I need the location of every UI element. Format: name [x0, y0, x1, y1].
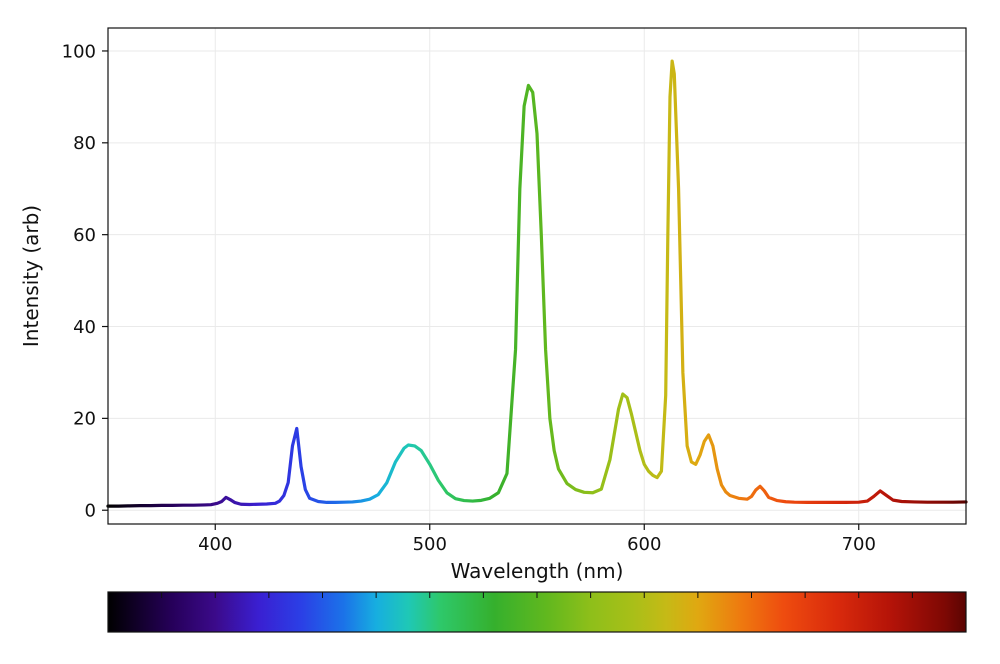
ytick-label: 40 — [73, 317, 96, 338]
plot-area — [108, 28, 966, 524]
xtick-label: 500 — [413, 534, 447, 555]
ytick-label: 100 — [62, 41, 96, 62]
ytick-label: 20 — [73, 409, 96, 430]
ytick-label: 60 — [73, 225, 96, 246]
x-axis-label: Wavelength (nm) — [451, 559, 624, 583]
ytick-label: 0 — [85, 501, 96, 522]
xtick-label: 600 — [627, 534, 661, 555]
ytick-label: 80 — [73, 133, 96, 154]
y-axis-label: Intensity (arb) — [19, 205, 43, 347]
chart-svg: 400 500 600 700 Wavelength (nm) 0 20 40 60 80 100 I… — [0, 0, 1000, 664]
xtick-label: 700 — [842, 534, 876, 555]
chart-container: 400 500 600 700 Wavelength (nm) 0 20 40 60 80 100 I… — [0, 0, 1000, 664]
xtick-label: 400 — [198, 534, 232, 555]
